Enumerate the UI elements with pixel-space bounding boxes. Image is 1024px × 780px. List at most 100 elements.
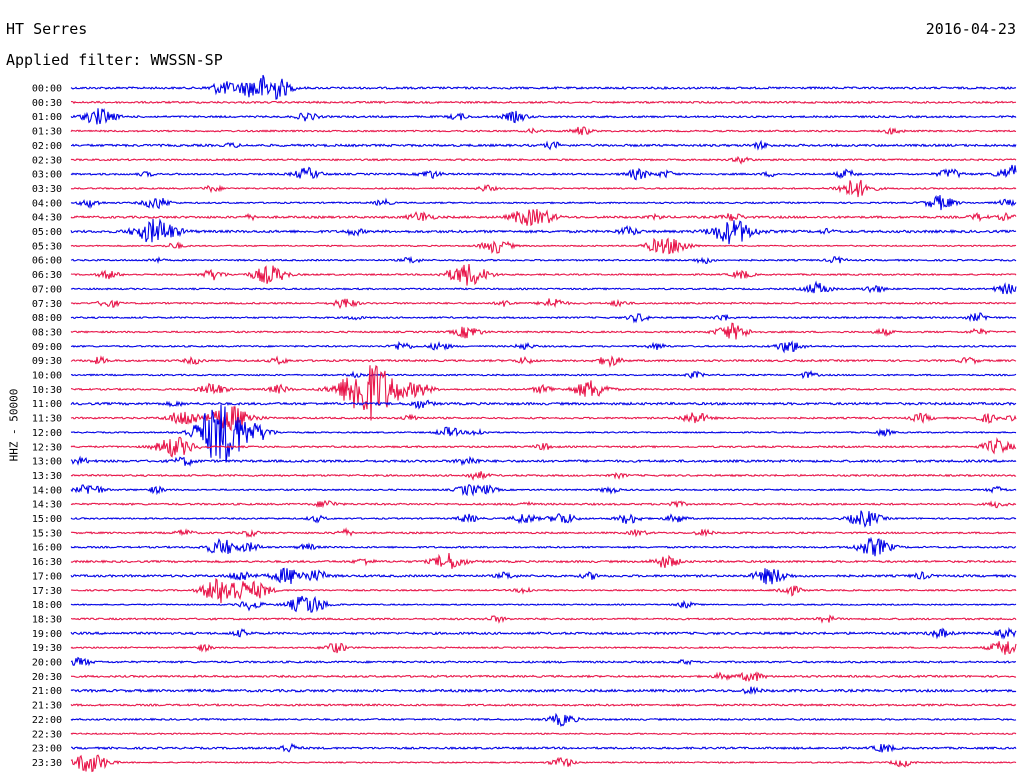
time-tick-label: 21:00 [32, 686, 62, 697]
trace-row [70, 179, 1017, 198]
trace-row [70, 567, 1017, 585]
trace-row [70, 369, 1017, 380]
trace-row [70, 595, 1017, 613]
time-tick-label: 18:00 [32, 600, 62, 611]
time-tick-label: 07:30 [32, 299, 62, 310]
trace-row [70, 108, 1017, 125]
time-tick-label: 13:00 [32, 457, 62, 468]
trace-row [70, 656, 1017, 667]
trace-row [70, 671, 1017, 683]
time-tick-label: 06:30 [32, 270, 62, 281]
time-tick-label: 08:30 [32, 327, 62, 338]
time-tick-label: 08:00 [32, 313, 62, 324]
trace-row [70, 209, 1017, 227]
trace-row [70, 126, 1017, 136]
trace-row [70, 484, 1017, 497]
time-tick-label: 19:00 [32, 629, 62, 640]
trace-row [70, 399, 1017, 410]
time-tick-label: 07:00 [32, 284, 62, 295]
time-tick-label: 02:30 [32, 155, 62, 166]
time-tick-label: 00:30 [32, 98, 62, 109]
time-tick-label: 23:30 [32, 758, 62, 769]
time-tick-label: 00:00 [32, 84, 62, 95]
trace-row [70, 195, 1017, 211]
trace-row [70, 155, 1017, 165]
time-tick-label: 17:00 [32, 571, 62, 582]
trace-row [70, 263, 1017, 286]
trace-row [70, 626, 1017, 640]
trace-row [70, 298, 1017, 310]
time-tick-label: 05:00 [32, 227, 62, 238]
trace-row [70, 406, 1017, 432]
time-tick-label: 12:30 [32, 442, 62, 453]
trace-row [70, 686, 1017, 695]
time-tick-label: 11:00 [32, 399, 62, 410]
time-tick-label: 15:00 [32, 514, 62, 525]
time-tick-label: 17:30 [32, 586, 62, 597]
time-tick-label: 19:30 [32, 643, 62, 654]
station-name: HT Serres [6, 20, 88, 38]
time-tick-label: 11:30 [32, 414, 62, 425]
trace-row [70, 100, 1017, 105]
trace-row [70, 322, 1017, 340]
time-tick-label: 23:00 [32, 744, 62, 755]
trace-row [70, 703, 1017, 707]
trace-row [70, 754, 1017, 773]
time-tick-label: 13:30 [32, 471, 62, 482]
time-tick-label: 01:30 [32, 127, 62, 138]
trace-row [70, 74, 1017, 100]
time-tick-label: 06:00 [32, 256, 62, 267]
trace-row [70, 742, 1017, 753]
applied-filter-label: Applied filter: WWSSN-SP [6, 51, 223, 69]
time-tick-label: 15:30 [32, 528, 62, 539]
trace-row [70, 499, 1017, 509]
trace-row [70, 280, 1017, 295]
trace-row [70, 712, 1017, 727]
time-tick-label: 03:30 [32, 184, 62, 195]
trace-row [70, 455, 1017, 467]
trace-row [70, 139, 1017, 151]
trace-row [70, 340, 1017, 354]
time-tick-label: 22:00 [32, 715, 62, 726]
trace-row [70, 536, 1017, 557]
trace-row [70, 255, 1017, 265]
trace-row [70, 732, 1017, 736]
time-tick-label: 14:00 [32, 485, 62, 496]
time-tick-label: 05:30 [32, 241, 62, 252]
time-tick-label: 02:00 [32, 141, 62, 152]
time-tick-label: 10:30 [32, 385, 62, 396]
trace-row [70, 527, 1017, 538]
time-tick-label: 12:00 [32, 428, 62, 439]
time-tick-label: 16:30 [32, 557, 62, 568]
trace-row [70, 553, 1017, 569]
trace-row [70, 164, 1017, 181]
time-tick-label: 14:30 [32, 500, 62, 511]
trace-row [70, 365, 1017, 421]
trace-row [70, 237, 1017, 255]
time-tick-label: 20:00 [32, 658, 62, 669]
trace-row [70, 436, 1017, 458]
trace-row [70, 312, 1017, 324]
time-tick-label: 04:00 [32, 198, 62, 209]
trace-row [70, 510, 1017, 528]
time-tick-label: 22:30 [32, 729, 62, 740]
time-tick-label: 09:30 [32, 356, 62, 367]
time-tick-label: 10:00 [32, 371, 62, 382]
trace-row [70, 355, 1017, 368]
trace-row [70, 218, 1017, 245]
time-tick-label: 21:30 [32, 701, 62, 712]
trace-row [70, 614, 1017, 624]
time-tick-label: 09:00 [32, 342, 62, 353]
time-tick-label: 04:30 [32, 213, 62, 224]
trace-row [70, 641, 1017, 655]
trace-row [70, 578, 1017, 604]
time-tick-label: 03:00 [32, 170, 62, 181]
trace-row [70, 404, 1017, 463]
time-tick-label: 18:30 [32, 614, 62, 625]
record-date: 2016-04-23 [925, 20, 1016, 38]
trace-row [70, 471, 1017, 481]
time-tick-label: 20:30 [32, 672, 62, 683]
time-tick-label: 16:00 [32, 543, 62, 554]
time-tick-label: 01:00 [32, 112, 62, 123]
